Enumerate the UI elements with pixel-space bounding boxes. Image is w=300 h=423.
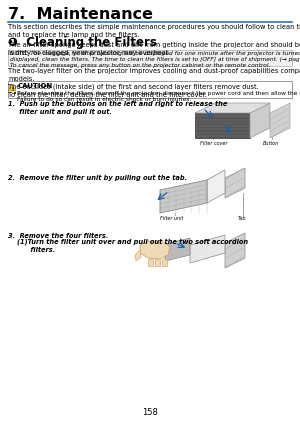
Polygon shape [207,170,225,203]
Text: NOTE: The message for filter cleaning will be displayed for one minute after the: NOTE: The message for filter cleaning wi… [10,51,300,69]
Polygon shape [140,241,170,259]
Text: The two-layer filter on the projector improves cooling and dust-proof capabiliti: The two-layer filter on the projector im… [8,68,300,98]
Text: 7.  Maintenance: 7. Maintenance [8,7,153,22]
Text: ❶  Cleaning the Filters: ❶ Cleaning the Filters [8,36,157,49]
Text: 2.  Remove the filter unit by pulling out the tab.: 2. Remove the filter unit by pulling out… [8,175,187,181]
Text: 3.  Remove the four filters.: 3. Remove the four filters. [8,233,108,239]
Text: (1)Turn the filter unit over and pull out the two soft accordion
          filte: (1)Turn the filter unit over and pull ou… [8,238,248,253]
Polygon shape [148,259,153,266]
Text: Filter cover: Filter cover [200,141,227,146]
Polygon shape [195,113,250,138]
Text: •: • [13,91,17,96]
Polygon shape [190,235,225,263]
Text: Filter unit: Filter unit [160,216,183,221]
Text: The air-filter sponge keeps dust and dirt from getting inside the projector and : The air-filter sponge keeps dust and dir… [8,42,300,56]
Polygon shape [155,259,160,266]
Polygon shape [225,168,245,198]
Polygon shape [162,259,167,266]
Polygon shape [250,103,270,138]
Polygon shape [165,238,190,261]
Polygon shape [270,103,290,138]
Polygon shape [160,180,207,213]
Text: Tab: Tab [238,216,247,221]
Text: !: ! [11,86,13,91]
Polygon shape [225,233,245,268]
Text: 1.  Push up the buttons on the left and right to release the
     filter unit an: 1. Push up the buttons on the left and r… [8,101,227,115]
Text: This section describes the simple maintenance procedures you should follow to cl: This section describes the simple mainte… [8,24,300,38]
FancyBboxPatch shape [8,81,292,98]
Polygon shape [195,103,270,113]
Polygon shape [8,84,16,91]
FancyBboxPatch shape [8,50,292,66]
Text: CAUTION: CAUTION [18,83,53,89]
Text: Before cleaning the filters, turn off the projector, disconnect the power cord a: Before cleaning the filters, turn off th… [17,91,300,102]
Text: 158: 158 [142,408,158,417]
Polygon shape [135,250,141,261]
Text: Button: Button [263,141,279,146]
